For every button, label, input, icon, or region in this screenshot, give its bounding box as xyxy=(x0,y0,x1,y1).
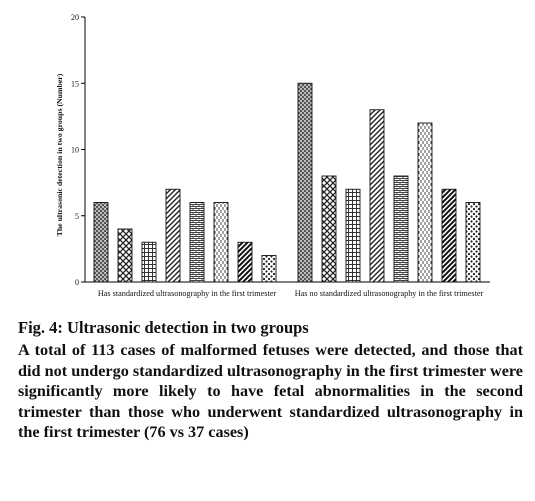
figure-caption: A total of 113 cases of malformed fetuse… xyxy=(18,341,523,442)
bar-chart: The ultrasonic detection in two groups (… xyxy=(55,13,490,298)
figure-title: Fig. 4: Ultrasonic detection in two grou… xyxy=(18,318,309,337)
y-axis-label: The ultrasonic detection in two groups (… xyxy=(55,73,64,236)
bar-group1-6 xyxy=(213,202,229,283)
bar-group1-8 xyxy=(261,255,277,283)
x-group-label-1: Has standardized ultrasonography in the … xyxy=(98,289,277,298)
bar-group1-5 xyxy=(189,202,205,283)
y-tick-label: 20 xyxy=(71,13,79,22)
y-tick-label: 5 xyxy=(75,212,79,221)
bar-group2-4 xyxy=(369,109,385,283)
bar-group2-6 xyxy=(417,122,433,283)
bar-group2-5 xyxy=(393,175,409,283)
bar-group2-3 xyxy=(345,188,361,283)
x-group-label-2: Has no standardized ultrasonography in t… xyxy=(295,289,484,298)
bar-group1-3 xyxy=(141,241,157,283)
bar-group2-1 xyxy=(297,82,313,283)
bar-group2-7 xyxy=(441,188,457,283)
bar-group2-2 xyxy=(321,175,337,283)
y-tick-label: 0 xyxy=(75,278,79,287)
bar-group1-4 xyxy=(165,188,181,283)
bar-group1-1 xyxy=(93,202,109,283)
y-tick-label: 15 xyxy=(71,79,79,88)
chart-area: The ultrasonic detection in two groups (… xyxy=(55,13,490,298)
y-tick-label: 10 xyxy=(71,146,79,155)
bar-group2-8 xyxy=(465,202,481,283)
bar-group1-7 xyxy=(237,241,253,283)
bar-group1-2 xyxy=(117,228,133,283)
